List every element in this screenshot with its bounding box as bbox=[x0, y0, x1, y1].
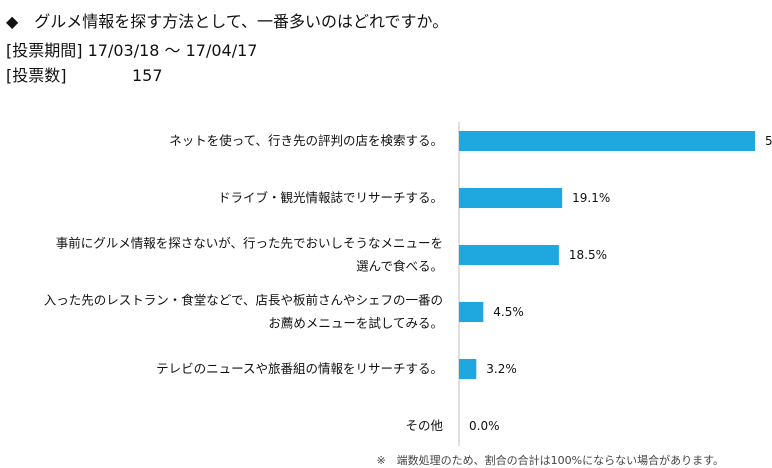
value-label: 4.5% bbox=[493, 305, 524, 319]
category-label: 選んで食べる。 bbox=[356, 259, 443, 274]
value-label: 19.1% bbox=[572, 191, 610, 205]
category-label: ネットを使って、行き先の評判の店を検索する。 bbox=[169, 133, 443, 148]
period-value: 17/03/18 ～ 17/04/17 bbox=[87, 41, 258, 60]
voting-period: [投票期間] 17/03/18 ～ 17/04/17 bbox=[6, 41, 258, 61]
bar bbox=[459, 131, 755, 151]
votes-value: 157 bbox=[132, 66, 163, 85]
question-title: ◆ グルメ情報を探す方法として、一番多いのはどれですか。 bbox=[6, 12, 449, 31]
value-label: 54.8% bbox=[765, 134, 772, 148]
category-label: 事前にグルメ情報を探さないが、行った先でおいしそうなメニューを bbox=[56, 236, 443, 251]
category-label: ドライブ・観光情報誌でリサーチする。 bbox=[218, 190, 443, 205]
category-label: その他 bbox=[405, 418, 443, 433]
bar bbox=[459, 188, 563, 208]
category-label: お薦めメニューを試してみる。 bbox=[268, 316, 443, 331]
value-label: 0.0% bbox=[469, 419, 500, 433]
value-label: 3.2% bbox=[486, 362, 517, 376]
votes-label: [投票数] bbox=[6, 66, 67, 85]
category-label: 入った先のレストラン・食堂などで、店長や板前さんやシェフの一番の bbox=[44, 293, 443, 308]
category-label: テレビのニュースや旅番組の情報をリサーチする。 bbox=[156, 361, 443, 376]
bar bbox=[459, 359, 477, 379]
bar-chart: 54.8% ネットを使って、行き先の評判の店を検索する。 19.1% ドライブ・観光情… bbox=[44, 122, 772, 446]
bar bbox=[459, 245, 559, 265]
bar bbox=[459, 302, 484, 322]
period-label: [投票期間] bbox=[6, 41, 83, 60]
value-label: 18.5% bbox=[569, 248, 607, 262]
footnote: ※ 端数処理のため、割合の合計は100%にならない場合があります。 bbox=[376, 454, 724, 467]
